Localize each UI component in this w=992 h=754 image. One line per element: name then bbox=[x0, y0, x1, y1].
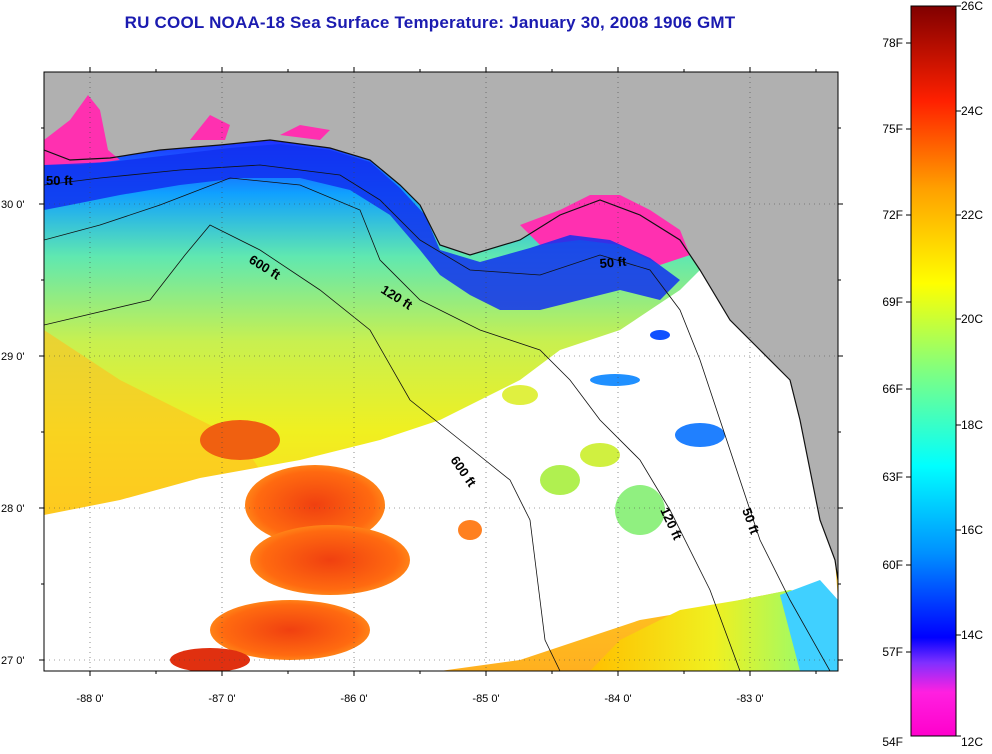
yellow-band-se bbox=[590, 590, 838, 671]
cb-f-72: 72F bbox=[882, 208, 903, 222]
contour-600ft bbox=[44, 224, 561, 671]
colorbar-border bbox=[910, 5, 957, 737]
cb-c-12: 12C bbox=[961, 735, 983, 749]
warm-patch-3 bbox=[200, 420, 280, 460]
patch-green-2 bbox=[615, 485, 665, 535]
contour-120ft bbox=[44, 177, 741, 671]
cold-coastal-band bbox=[44, 144, 680, 310]
patch-blue-2 bbox=[590, 374, 640, 386]
map-content bbox=[44, 72, 838, 671]
coastline bbox=[44, 139, 838, 581]
patch-yellow-1 bbox=[502, 385, 538, 405]
bay-north bbox=[190, 115, 330, 140]
cb-c-16: 16C bbox=[961, 523, 983, 537]
lon-tick-87: -87 0' bbox=[208, 693, 235, 705]
lon-tick-86: -86 0' bbox=[340, 693, 367, 705]
cb-c-20: 20C bbox=[961, 312, 983, 326]
patch-blue-3 bbox=[650, 330, 670, 340]
cb-f-60: 60F bbox=[882, 558, 903, 572]
cb-c-26: 26C bbox=[961, 0, 983, 13]
lat-tick-30: 30 0' bbox=[1, 199, 25, 211]
warm-patch-4 bbox=[210, 600, 370, 660]
axis-ticks bbox=[39, 67, 843, 676]
warm-patch-2 bbox=[250, 525, 410, 595]
lon-tick-85: -85 0' bbox=[472, 693, 499, 705]
warm-patch-1 bbox=[245, 465, 385, 545]
warm-patch-6 bbox=[458, 520, 482, 540]
map-border bbox=[43, 71, 839, 672]
cb-f-66: 66F bbox=[882, 382, 903, 396]
colorbar: 78F 75F 72F 69F 66F 63F 60F 57F 54F 26C … bbox=[882, 0, 983, 749]
warm-patch-5 bbox=[170, 648, 250, 671]
colorbar-gradient bbox=[911, 6, 956, 736]
lon-tick-84: -84 0' bbox=[604, 693, 631, 705]
cb-c-18: 18C bbox=[961, 418, 983, 432]
patch-yellow-2 bbox=[580, 443, 620, 467]
warm-water-sw bbox=[44, 330, 260, 520]
cb-c-24: 24C bbox=[961, 104, 983, 118]
patch-green-1 bbox=[540, 465, 580, 495]
cloud-cover bbox=[44, 270, 838, 671]
cb-f-57: 57F bbox=[882, 645, 903, 659]
contour-50ft bbox=[44, 164, 831, 671]
colorbar-ticks bbox=[906, 5, 961, 737]
cb-f-63: 63F bbox=[882, 470, 903, 484]
cb-c-22: 22C bbox=[961, 208, 983, 222]
contour-label-50ft-east: 50 ft bbox=[599, 254, 628, 271]
cb-c-14: 14C bbox=[961, 628, 983, 642]
lon-tick-88: -88 0' bbox=[76, 693, 103, 705]
cb-f-69: 69F bbox=[882, 295, 903, 309]
cb-f-75: 75F bbox=[882, 122, 903, 136]
cb-f-54: 54F bbox=[882, 735, 903, 749]
lat-tick-27: 27 0' bbox=[1, 655, 25, 667]
lon-tick-83: -83 0' bbox=[736, 693, 763, 705]
lat-tick-29: 29 0' bbox=[1, 351, 25, 363]
contour-label-50ft-west: 50 ft bbox=[46, 173, 73, 188]
bay-east bbox=[520, 195, 690, 265]
patch-blue-1 bbox=[675, 423, 725, 447]
bay-west bbox=[44, 95, 120, 165]
cb-f-78: 78F bbox=[882, 36, 903, 50]
cyan-edge-se bbox=[780, 580, 838, 671]
lat-tick-28: 28 0' bbox=[1, 503, 25, 515]
map-title: RU COOL NOAA-18 Sea Surface Temperature:… bbox=[124, 13, 736, 32]
